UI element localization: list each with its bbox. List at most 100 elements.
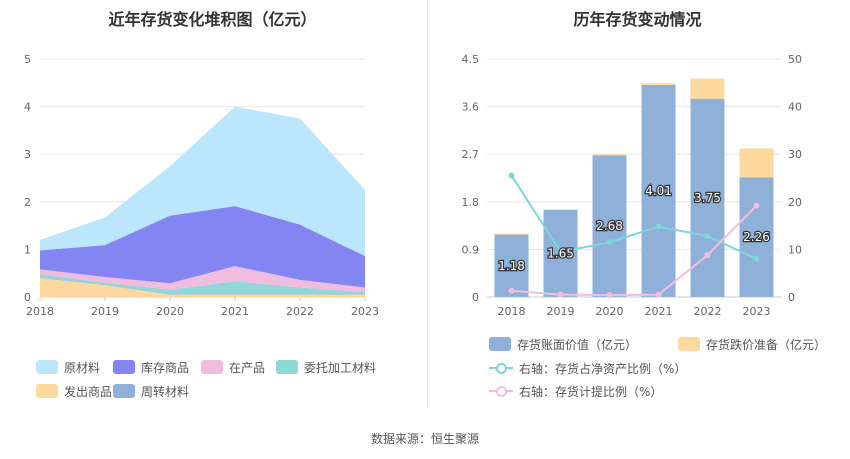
bar-book-value	[592, 155, 627, 297]
legend-item[interactable]: 委托加工材料	[276, 359, 376, 375]
x-tick-label: 2022	[286, 305, 314, 318]
legend-swatch	[36, 384, 58, 398]
x-tick-label: 2020	[156, 305, 184, 318]
y-left-tick-label: 3.6	[462, 101, 480, 114]
line-ratio-net-assets	[510, 175, 757, 260]
bar-data-label: 2.26	[743, 230, 770, 244]
legend-swatch	[113, 360, 135, 374]
legend-swatch	[489, 337, 511, 351]
x-tick-label: 2018	[498, 305, 526, 318]
legend-label: 原材料	[64, 360, 101, 375]
legend-swatch	[36, 360, 58, 374]
legend-item[interactable]: 在产品	[201, 359, 265, 375]
y-left-tick-label: 2.7	[462, 148, 480, 161]
right-chart-title: 历年存货变动情况	[573, 10, 702, 29]
x-tick-label: 2019	[547, 305, 575, 318]
y-right-tick-label: 10	[788, 243, 802, 256]
line-point	[655, 291, 662, 298]
y-right-tick-label: 20	[788, 196, 802, 209]
line-point	[557, 248, 564, 255]
left-chart-title: 近年存货变化堆积图（亿元）	[108, 10, 317, 29]
line-point	[606, 239, 613, 246]
y-right-tick-label: 40	[788, 101, 802, 114]
line-point	[753, 202, 760, 209]
y-right-tick-label: 30	[788, 148, 802, 161]
area-发出商品	[40, 278, 365, 297]
y-tick-label: 1	[24, 243, 31, 256]
area-委托加工材料	[40, 274, 365, 295]
y-right-tick-label: 50	[788, 53, 802, 66]
legend-label: 周转材料	[141, 384, 190, 399]
x-tick-label: 2022	[694, 305, 722, 318]
bar-data-label: 2.68	[596, 219, 623, 233]
x-tick-label: 2020	[596, 305, 624, 318]
bar-impairment	[592, 154, 627, 156]
bar-data-label: 1.65	[547, 246, 574, 260]
area-原材料	[40, 106, 365, 257]
legend-label: 右轴：存货计提比例（%）	[519, 384, 663, 399]
line-provision-ratio	[511, 204, 758, 297]
y-left-tick-label: 1.8	[462, 196, 480, 209]
legend-line-swatch	[489, 361, 513, 375]
y-left-tick-label: 0	[472, 291, 479, 304]
area-在产品	[40, 266, 365, 293]
x-tick-label: 2018	[26, 305, 54, 318]
y-left-tick-label: 4.5	[462, 53, 480, 66]
y-tick-label: 0	[24, 291, 31, 304]
x-tick-label: 2023	[743, 305, 771, 318]
bar-data-label: 4.01	[645, 184, 672, 198]
legend-item[interactable]: 存货跌价准备（亿元）	[678, 336, 826, 352]
line-point	[606, 292, 613, 299]
panel-divider	[427, 0, 428, 408]
legend-label: 库存商品	[141, 360, 190, 375]
x-tick-label: 2021	[221, 305, 249, 318]
legend-label: 存货跌价准备（亿元）	[706, 337, 827, 352]
line-point	[655, 223, 662, 230]
legend-item[interactable]: 周转材料	[113, 383, 189, 399]
legend-swatch	[113, 384, 135, 398]
legend-label: 发出商品	[64, 384, 113, 399]
bar-impairment	[739, 148, 774, 178]
x-tick-label: 2023	[351, 305, 379, 318]
bar-data-label: 1.18	[498, 259, 525, 273]
legend-label: 存货账面价值（亿元）	[517, 337, 638, 352]
x-tick-label: 2019	[91, 305, 119, 318]
data-source: 数据来源：恒生聚源	[370, 432, 479, 446]
bar-impairment	[641, 83, 676, 85]
legend-item[interactable]: 右轴：存货计提比例（%）	[489, 383, 662, 399]
y-right-tick-label: 0	[788, 291, 795, 304]
line-point	[753, 255, 760, 262]
legend-line-swatch	[489, 384, 513, 398]
line-point	[704, 233, 711, 240]
y-tick-label: 2	[24, 196, 31, 209]
legend-item[interactable]: 库存商品	[113, 359, 189, 375]
bar-book-value	[641, 84, 676, 297]
y-tick-label: 3	[24, 148, 31, 161]
legend-label: 委托加工材料	[304, 360, 377, 375]
legend-item[interactable]: 原材料	[36, 359, 100, 375]
legend-swatch	[678, 337, 700, 351]
stacked-area-chart: 0 1 2 3 4 5 2018 2019 2020 2021 2022 2023	[24, 53, 379, 318]
bar-book-value	[494, 234, 529, 297]
line-point	[704, 252, 711, 259]
bar-impairment	[690, 78, 725, 99]
x-tick-label: 2021	[645, 305, 673, 318]
inventory-bar-line-chart: 0 0 0.9 10 1.8 20 2.7 30 3.6 40 4.5 50 1.18 1.65 2.68 4…	[462, 53, 803, 318]
y-left-tick-label: 0.9	[462, 243, 480, 256]
y-tick-label: 5	[24, 53, 31, 66]
legend-label: 右轴：存货占净资产比例（%）	[519, 361, 687, 376]
line-point	[508, 172, 515, 179]
legend-label: 在产品	[229, 360, 266, 375]
bar-book-value	[739, 177, 774, 297]
y-tick-label: 4	[24, 101, 31, 114]
legend-item[interactable]: 右轴：存货占净资产比例（%）	[489, 360, 686, 376]
legend-swatch	[276, 360, 298, 374]
line-point	[557, 291, 564, 298]
legend-item[interactable]: 存货账面价值（亿元）	[489, 336, 637, 352]
area-库存商品	[40, 206, 365, 288]
bar-impairment	[494, 233, 529, 235]
legend-swatch	[201, 360, 223, 374]
legend-item[interactable]: 发出商品	[36, 383, 112, 399]
bar-data-label: 3.75	[694, 191, 721, 205]
line-point	[508, 287, 515, 294]
